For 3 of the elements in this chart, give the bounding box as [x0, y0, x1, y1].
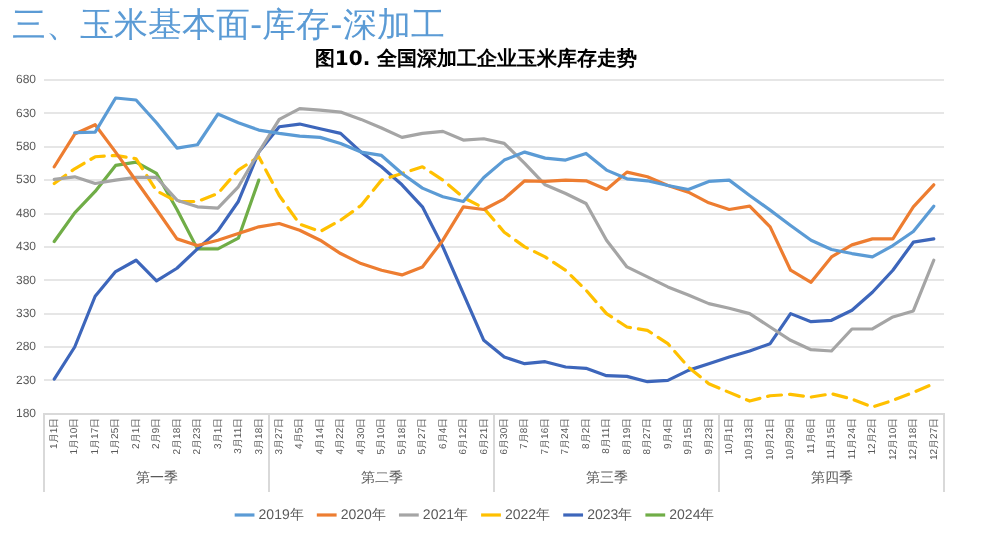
chart-title: 图10. 全国深加工企业玉米库存走势 — [314, 47, 638, 72]
chart-subtitle: 三、玉米基本面-库存-深加工 — [12, 4, 445, 48]
line-series — [52, 153, 936, 409]
